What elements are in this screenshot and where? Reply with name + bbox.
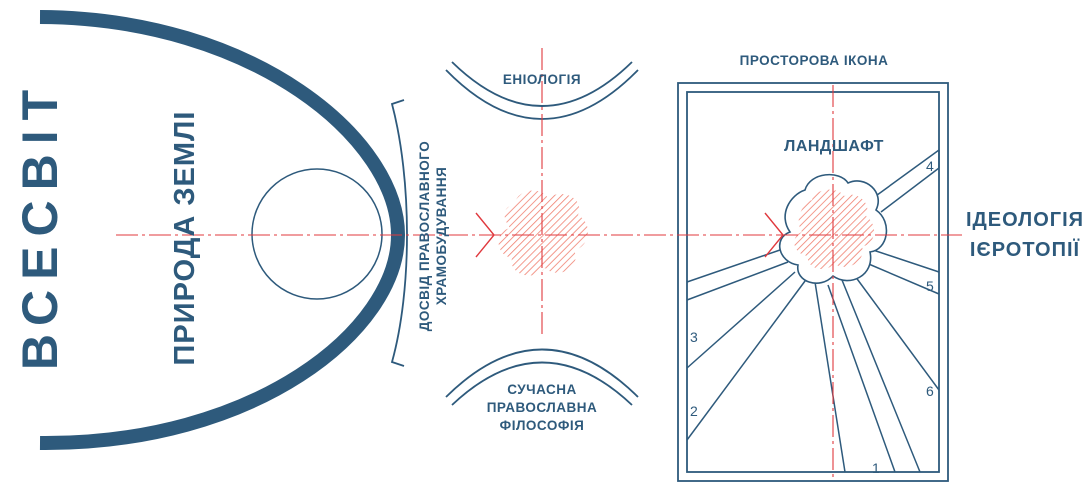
label-landshaft: ЛАНДШАФТ <box>784 138 884 155</box>
label-vsesvit: ВСЕСВІТ <box>12 80 68 370</box>
universe-arc <box>39 10 406 451</box>
sector-number-2: 2 <box>690 403 698 419</box>
philosophy-arcs <box>445 348 639 406</box>
label-ideolohiia-line2: ІЄРОТОПІЇ <box>970 238 1080 261</box>
sector-number-6: 6 <box>926 383 934 399</box>
label-dosvid-line2: ХРАМОБУДУВАННЯ <box>434 167 449 306</box>
red-arrow-markers <box>475 212 784 258</box>
label-suchasna-line1: СУЧАСНА <box>507 382 577 397</box>
red-axes <box>116 48 962 480</box>
label-suchasna-line3: ФІЛОСОФІЯ <box>500 418 585 433</box>
label-suchasna-line2: ПРАВОСЛАВНА <box>487 400 598 415</box>
hatched-cloud-center <box>498 190 588 276</box>
hatched-cloud-landscape <box>794 189 875 270</box>
sector-number-3: 3 <box>690 329 698 345</box>
earth-circle <box>251 168 383 300</box>
sector-number-5: 5 <box>926 278 934 294</box>
label-pryroda-zemli: ПРИРОДА ЗЕМЛІ <box>169 111 201 366</box>
label-prostorova-ikona: ПРОСТОРОВА ІКОНА <box>740 53 889 68</box>
label-eniolohiia: ЕНІОЛОГІЯ <box>503 72 581 87</box>
label-ideolohiia-line1: ІДЕОЛОГІЯ <box>966 209 1084 231</box>
sector-number-1: 1 <box>872 460 880 476</box>
label-dosvid-line1: ДОСВІД ПРАВОСЛАВНОГО <box>417 141 432 332</box>
sector-number-4: 4 <box>926 158 934 174</box>
icon-rays <box>686 149 940 473</box>
icon-frame-outer <box>677 82 949 482</box>
